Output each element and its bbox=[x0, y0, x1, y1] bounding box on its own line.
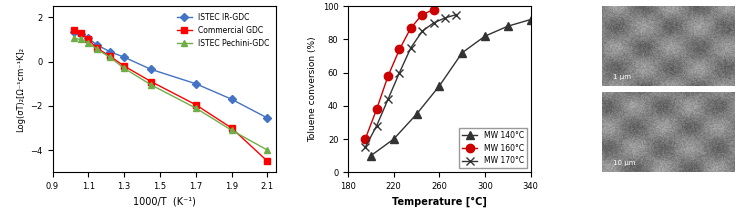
MW 140°C bbox=[526, 18, 535, 21]
Text: 1 µm: 1 µm bbox=[613, 74, 631, 80]
MW 140°C bbox=[481, 35, 490, 37]
MW 140°C bbox=[458, 51, 466, 54]
ISTEC IR-GDC bbox=[119, 56, 128, 58]
ISTEC Pechini-GDC bbox=[227, 129, 236, 131]
X-axis label: 1000/T  (K⁻¹): 1000/T (K⁻¹) bbox=[133, 197, 196, 206]
ISTEC Pechini-GDC bbox=[191, 107, 200, 109]
Line: Commercial GDC: Commercial GDC bbox=[71, 27, 270, 164]
Commercial GDC bbox=[227, 127, 236, 129]
MW 160°C bbox=[372, 108, 381, 110]
ISTEC Pechini-GDC bbox=[93, 48, 102, 51]
MW 160°C bbox=[361, 138, 370, 140]
Commercial GDC bbox=[119, 65, 128, 67]
Legend: MW 140°C, MW 160°C, MW 170°C: MW 140°C, MW 160°C, MW 170°C bbox=[459, 128, 526, 168]
ISTEC IR-GDC bbox=[262, 117, 272, 119]
ISTEC IR-GDC bbox=[84, 37, 93, 40]
MW 170°C bbox=[418, 30, 427, 32]
ISTEC IR-GDC bbox=[146, 68, 155, 71]
Y-axis label: Toluene conversion (%): Toluene conversion (%) bbox=[308, 37, 317, 142]
Commercial GDC bbox=[262, 160, 272, 162]
Commercial GDC bbox=[191, 104, 200, 106]
MW 170°C bbox=[372, 125, 381, 127]
Commercial GDC bbox=[146, 80, 155, 83]
MW 160°C bbox=[406, 27, 416, 29]
Commercial GDC bbox=[84, 38, 93, 41]
MW 140°C bbox=[367, 154, 376, 157]
Line: MW 170°C: MW 170°C bbox=[361, 10, 460, 151]
ISTEC IR-GDC bbox=[191, 83, 200, 85]
MW 170°C bbox=[440, 17, 449, 19]
X-axis label: Temperature [°C]: Temperature [°C] bbox=[392, 197, 487, 207]
Text: 10 µm: 10 µm bbox=[613, 160, 635, 166]
ISTEC IR-GDC bbox=[70, 30, 79, 33]
MW 170°C bbox=[429, 22, 438, 24]
MW 170°C bbox=[383, 98, 392, 100]
MW 160°C bbox=[395, 48, 404, 51]
Legend: ISTEC IR-GDC, Commercial GDC, ISTEC Pechini-GDC: ISTEC IR-GDC, Commercial GDC, ISTEC Pech… bbox=[173, 10, 272, 51]
MW 140°C bbox=[435, 85, 444, 87]
ISTEC Pechini-GDC bbox=[84, 42, 93, 44]
MW 140°C bbox=[412, 113, 421, 116]
ISTEC Pechini-GDC bbox=[119, 67, 128, 70]
MW 160°C bbox=[418, 13, 427, 16]
ISTEC IR-GDC bbox=[105, 50, 114, 53]
Y-axis label: Log(σT)₂[Ω⁻¹cm⁻¹K]₂: Log(σT)₂[Ω⁻¹cm⁻¹K]₂ bbox=[16, 47, 25, 132]
MW 160°C bbox=[429, 8, 438, 11]
ISTEC Pechini-GDC bbox=[146, 84, 155, 86]
Commercial GDC bbox=[70, 28, 79, 31]
ISTEC Pechini-GDC bbox=[105, 56, 114, 58]
MW 160°C bbox=[383, 75, 392, 77]
MW 140°C bbox=[503, 25, 512, 28]
MW 170°C bbox=[452, 13, 461, 16]
Line: MW 160°C: MW 160°C bbox=[361, 5, 438, 143]
ISTEC IR-GDC bbox=[93, 44, 102, 46]
Commercial GDC bbox=[76, 32, 86, 34]
ISTEC IR-GDC bbox=[227, 98, 236, 100]
Line: ISTEC IR-GDC: ISTEC IR-GDC bbox=[71, 29, 270, 121]
ISTEC IR-GDC bbox=[76, 33, 86, 35]
ISTEC Pechini-GDC bbox=[76, 38, 86, 41]
Line: ISTEC Pechini-GDC: ISTEC Pechini-GDC bbox=[70, 35, 271, 154]
MW 170°C bbox=[361, 146, 370, 149]
ISTEC Pechini-GDC bbox=[70, 37, 79, 40]
MW 170°C bbox=[406, 46, 416, 49]
Line: MW 140°C: MW 140°C bbox=[367, 15, 535, 160]
Commercial GDC bbox=[93, 47, 102, 50]
MW 170°C bbox=[395, 71, 404, 74]
Commercial GDC bbox=[105, 55, 114, 57]
ISTEC Pechini-GDC bbox=[262, 149, 272, 151]
MW 140°C bbox=[389, 138, 398, 140]
